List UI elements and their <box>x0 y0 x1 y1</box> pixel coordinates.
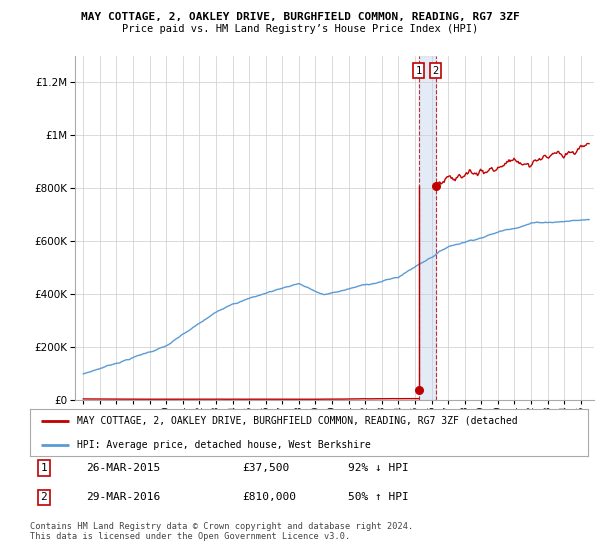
Text: MAY COTTAGE, 2, OAKLEY DRIVE, BURGHFIELD COMMON, READING, RG7 3ZF (detached: MAY COTTAGE, 2, OAKLEY DRIVE, BURGHFIELD… <box>77 416 518 426</box>
Text: Price paid vs. HM Land Registry’s House Price Index (HPI): Price paid vs. HM Land Registry’s House … <box>122 24 478 34</box>
Text: Contains HM Land Registry data © Crown copyright and database right 2024.
This d: Contains HM Land Registry data © Crown c… <box>30 522 413 542</box>
Text: £810,000: £810,000 <box>242 492 296 502</box>
Text: 26-MAR-2015: 26-MAR-2015 <box>86 463 160 473</box>
Point <box>431 181 440 190</box>
Text: 2: 2 <box>41 492 47 502</box>
Text: 2: 2 <box>433 66 439 76</box>
Text: 29-MAR-2016: 29-MAR-2016 <box>86 492 160 502</box>
Point <box>414 386 424 395</box>
Bar <box>419 56 436 400</box>
Text: 1: 1 <box>41 463 47 473</box>
Text: 92% ↓ HPI: 92% ↓ HPI <box>348 463 409 473</box>
Text: £37,500: £37,500 <box>242 463 289 473</box>
Text: 50% ↑ HPI: 50% ↑ HPI <box>348 492 409 502</box>
Text: MAY COTTAGE, 2, OAKLEY DRIVE, BURGHFIELD COMMON, READING, RG7 3ZF: MAY COTTAGE, 2, OAKLEY DRIVE, BURGHFIELD… <box>80 12 520 22</box>
Text: HPI: Average price, detached house, West Berkshire: HPI: Average price, detached house, West… <box>77 440 371 450</box>
Text: 1: 1 <box>416 66 422 76</box>
